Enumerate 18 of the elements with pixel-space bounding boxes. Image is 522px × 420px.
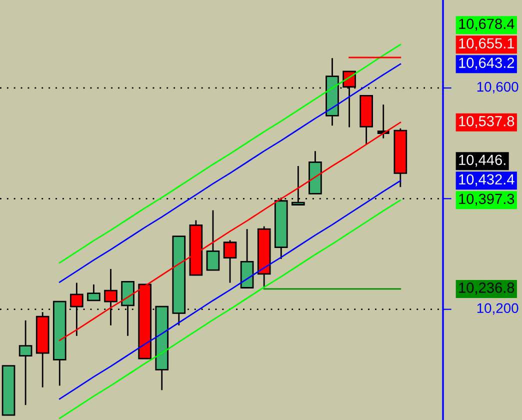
y-tick-label: 10,600 bbox=[477, 82, 518, 94]
y-tick-label: 10,200 bbox=[477, 303, 518, 315]
text: 10,432.4 bbox=[459, 174, 514, 186]
text: 10,655.1 bbox=[459, 38, 514, 50]
text: 10,446. bbox=[459, 154, 506, 167]
line-series bbox=[58, 180, 402, 400]
candlestick bbox=[18, 320, 32, 406]
candlestick bbox=[223, 239, 237, 284]
line-series bbox=[58, 63, 402, 283]
candlestick bbox=[206, 210, 220, 271]
line-series bbox=[58, 199, 402, 420]
candlestick bbox=[87, 284, 100, 302]
text: 10,537.8 bbox=[459, 116, 514, 128]
text: 10,236.8 bbox=[459, 282, 514, 295]
text: 10,678.4 bbox=[459, 18, 514, 31]
line-series bbox=[58, 44, 402, 264]
text: 10,643.2 bbox=[459, 58, 514, 70]
text: 10,397.3 bbox=[459, 194, 514, 206]
